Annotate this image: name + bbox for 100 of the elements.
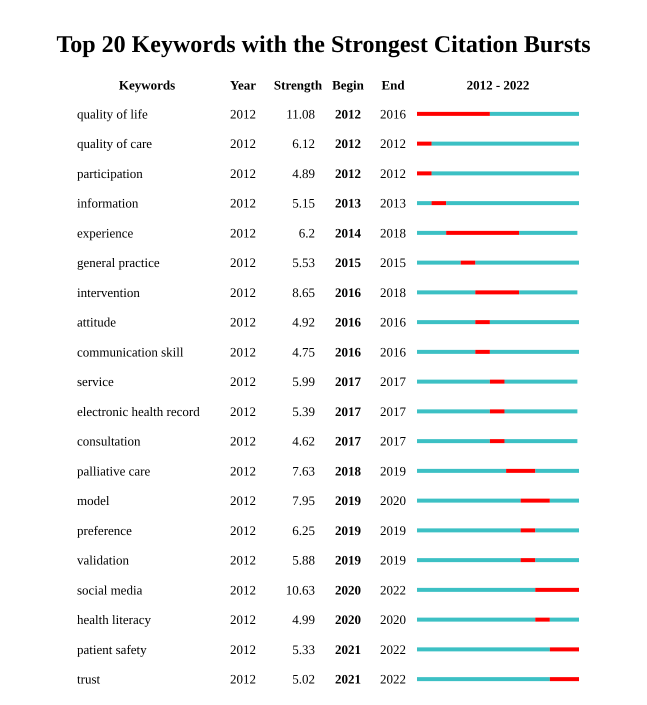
text: 4.62 (292, 434, 315, 449)
text: 5.53 (292, 255, 315, 270)
bar (535, 588, 579, 592)
y-tick-label: electronic health record (77, 404, 200, 419)
text: 2021 (335, 672, 361, 687)
y-tick-label: quality of life (77, 106, 148, 122)
text: 2012 (230, 642, 256, 657)
chart-title: Top 20 Keywords with the Strongest Citation Bursts (56, 32, 591, 58)
bar (490, 320, 579, 324)
y-tick-label: patient safety (77, 642, 148, 657)
y-tick-label: validation (77, 552, 130, 568)
text: 2017 (335, 434, 362, 449)
bar (417, 558, 521, 562)
y-tick-label: consultation (77, 434, 142, 449)
bar (417, 618, 536, 622)
text: 2018 (380, 284, 406, 300)
text: 2021 (335, 642, 361, 657)
text: 2016 (335, 314, 362, 330)
text: 7.63 (292, 463, 315, 478)
bar (417, 112, 490, 116)
text: 2016 (380, 314, 406, 330)
text: 2012 (230, 314, 256, 330)
y-tick-label: quality of care (77, 136, 152, 152)
bar (490, 439, 504, 444)
text: 2012 (230, 344, 256, 360)
bar (475, 350, 490, 354)
y-tick-label: palliative care (77, 463, 150, 478)
text: Begin (332, 78, 365, 92)
bar (432, 171, 579, 176)
text: 2012 (380, 136, 406, 152)
bar (550, 647, 579, 652)
text: 2022 (380, 582, 406, 598)
y-tick-label: intervention (77, 284, 140, 300)
bar (417, 201, 432, 206)
text: 8.65 (292, 284, 315, 300)
bar (417, 647, 550, 652)
text: 2012 (230, 225, 256, 240)
text: 2012 (335, 166, 361, 181)
bar (535, 618, 550, 622)
text: 2014 (335, 225, 362, 240)
text: 2022 (380, 642, 406, 657)
text: 2012 (230, 463, 256, 478)
bar (504, 380, 578, 384)
text: 2012 (230, 374, 256, 390)
bar (417, 380, 490, 384)
text: 5.39 (292, 404, 315, 419)
text: 2016 (335, 284, 362, 300)
text: 2017 (380, 434, 406, 449)
bar (446, 230, 520, 235)
y-tick-label: service (77, 374, 114, 390)
bar (432, 201, 446, 206)
text: 2019 (380, 522, 406, 538)
text: 2012 (230, 434, 256, 449)
bar (475, 260, 579, 265)
bar (417, 498, 521, 503)
text: 2020 (335, 612, 361, 628)
y-axis-title: Keywords (118, 78, 176, 92)
text: 2018 (335, 463, 362, 478)
text: 2012 (230, 612, 256, 628)
text: 2017 (335, 374, 362, 390)
text: 4.92 (292, 314, 315, 330)
text: 5.99 (292, 374, 315, 390)
bar (417, 409, 490, 414)
bar (417, 171, 432, 176)
text: 6.2 (298, 225, 315, 240)
bar (550, 618, 579, 622)
text: 10.63 (286, 582, 315, 598)
text: Strength (274, 78, 323, 92)
text: 2012 (335, 106, 361, 122)
y-tick-label: information (77, 196, 139, 211)
text: 4.99 (292, 612, 315, 628)
y-tick-label: trust (77, 672, 100, 687)
text: 2012 (230, 255, 256, 270)
bar (520, 498, 550, 503)
y-tick-label: experience (77, 225, 134, 240)
text: 2020 (335, 582, 361, 598)
bar (417, 350, 476, 354)
text: 2012 (380, 166, 406, 181)
bar (504, 409, 578, 414)
text: 2012 (230, 136, 256, 152)
text: 2019 (380, 463, 406, 478)
bar (432, 142, 579, 146)
text: 2020 (380, 612, 406, 628)
bar (535, 528, 579, 532)
text: Year (230, 78, 256, 92)
bar (490, 112, 579, 116)
text: 2012 (230, 166, 256, 181)
text: 5.33 (292, 642, 315, 657)
text: 2016 (380, 106, 406, 122)
bar (446, 201, 579, 206)
text: 6.12 (292, 136, 315, 152)
bar (417, 677, 550, 682)
text: 2015 (335, 255, 362, 270)
text: 5.02 (292, 672, 315, 687)
text: 2018 (380, 225, 406, 240)
text: 7.95 (292, 493, 315, 508)
x-axis-title: 2012 - 2022 (466, 78, 530, 92)
text: 6.25 (292, 522, 315, 538)
bar (550, 498, 579, 503)
text: 2012 (335, 136, 361, 152)
